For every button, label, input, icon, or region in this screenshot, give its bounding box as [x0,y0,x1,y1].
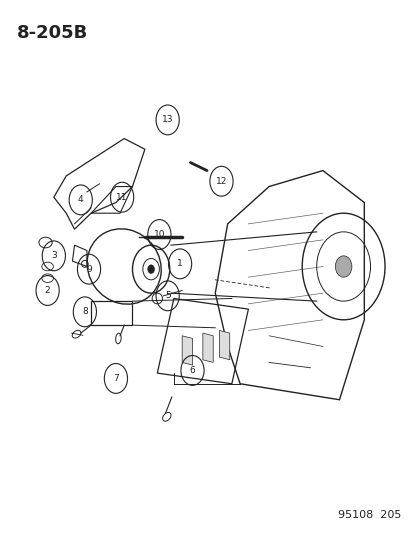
Text: 95108  205: 95108 205 [337,510,401,520]
Text: 3: 3 [51,252,57,260]
Text: 10: 10 [153,230,165,239]
Text: 12: 12 [215,177,227,185]
Text: 5: 5 [164,292,170,300]
Text: 9: 9 [86,265,92,273]
Text: 1: 1 [177,260,183,268]
Polygon shape [182,336,192,365]
Text: 13: 13 [161,116,173,124]
Text: 4: 4 [78,196,83,204]
Text: 8-205B: 8-205B [17,24,88,42]
Text: 7: 7 [113,374,119,383]
Circle shape [147,265,154,273]
Text: 6: 6 [189,366,195,375]
Text: 11: 11 [116,193,128,201]
Polygon shape [219,330,229,360]
Polygon shape [202,333,213,362]
Text: 8: 8 [82,308,88,316]
Text: 2: 2 [45,286,50,295]
Circle shape [335,256,351,277]
